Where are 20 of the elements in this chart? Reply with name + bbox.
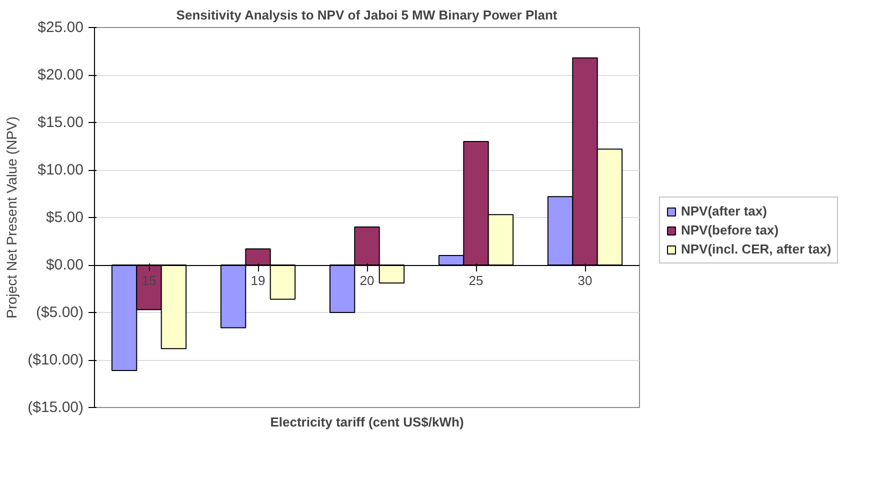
y-tick-label: $10.00 [38,162,84,178]
y-tick-label: $0.00 [46,256,84,274]
legend-label: NPV(after tax) [681,204,767,218]
y-tick-label: ($5.00) [36,304,84,321]
legend-label: NPV(incl. CER, after tax) [681,242,832,256]
y-tick-label: ($15.00) [28,399,84,416]
y-tick-label: ($10.00) [28,352,84,368]
y-axis-title: Project Net Present Value (NPV) [4,116,20,319]
y-tick-label: $25.00 [38,19,84,36]
chart-title: Sensitivity Analysis to NPV of Jaboi 5 MW Binary Power Plant [176,8,558,22]
x-tick-label: 30 [578,273,592,288]
x-tick-label: 19 [250,273,266,288]
y-tick-label: $20.00 [38,66,84,84]
y-tick-label: $5.00 [46,209,84,226]
x-tick-label: 15 [142,273,156,288]
x-axis-title: Electricity tariff (cent US$/kWh) [270,414,464,430]
y-tick-label: $15.00 [38,114,84,131]
legend-label: NPV(before tax) [681,222,779,238]
x-tick-label: 20 [360,273,374,288]
x-tick-label: 25 [468,273,484,288]
